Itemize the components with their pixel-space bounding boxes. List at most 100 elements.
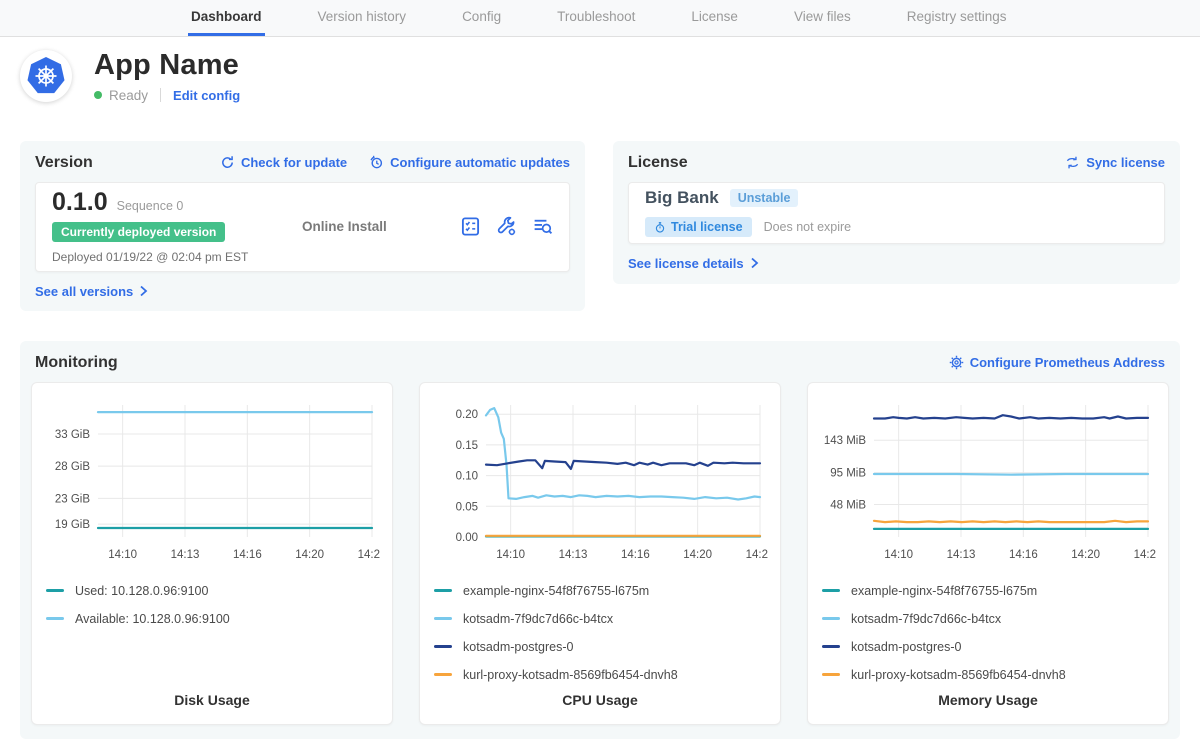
license-panel: License Sync license Big Bank Unstable bbox=[613, 141, 1180, 284]
legend-swatch bbox=[822, 589, 840, 592]
svg-text:14:23: 14:23 bbox=[358, 549, 380, 561]
svg-text:48 MiB: 48 MiB bbox=[830, 499, 866, 511]
svg-text:14:13: 14:13 bbox=[171, 549, 200, 561]
memory-usage-chart: 14:10 14:13 14:16 14:20 14:23 48 MiB 95 MiB 143… bbox=[822, 395, 1156, 567]
tab-version-history[interactable]: Version history bbox=[315, 0, 410, 36]
legend-item: kotsadm-7f9dc7d66c-b4tcx bbox=[822, 605, 1154, 633]
monitoring-panel: Monitoring Configure Prometheus Address … bbox=[20, 341, 1180, 739]
legend-label: kurl-proxy-kotsadm-8569fb6454-dnvh8 bbox=[463, 668, 678, 682]
app-logo bbox=[20, 50, 72, 102]
legend-swatch bbox=[434, 673, 452, 676]
svg-text:95 MiB: 95 MiB bbox=[830, 468, 866, 480]
legend-swatch bbox=[822, 617, 840, 620]
chevron-right-icon bbox=[139, 285, 148, 297]
svg-text:14:16: 14:16 bbox=[621, 549, 650, 561]
preflight-checks-icon[interactable] bbox=[460, 216, 481, 237]
svg-text:14:20: 14:20 bbox=[295, 549, 324, 561]
license-panel-title: License bbox=[628, 154, 688, 172]
sync-license-button[interactable]: Sync license bbox=[1065, 155, 1165, 170]
svg-text:14:23: 14:23 bbox=[1134, 549, 1156, 561]
svg-text:14:20: 14:20 bbox=[1071, 549, 1100, 561]
legend-swatch bbox=[822, 673, 840, 676]
disk-usage-chart-title: Disk Usage bbox=[46, 692, 378, 708]
svg-text:14:13: 14:13 bbox=[947, 549, 976, 561]
legend-item: example-nginx-54f8f76755-l675m bbox=[434, 577, 766, 605]
svg-text:14:23: 14:23 bbox=[746, 549, 768, 561]
disk-usage-chart: 14:10 14:13 14:16 14:20 14:23 19 GiB 23 GiB 28 … bbox=[46, 395, 380, 567]
legend-label: kotsadm-postgres-0 bbox=[851, 640, 961, 654]
legend-label: kotsadm-7f9dc7d66c-b4tcx bbox=[463, 612, 613, 626]
legend-label: Used: 10.128.0.96:9100 bbox=[75, 584, 208, 598]
legend-item: kotsadm-postgres-0 bbox=[822, 633, 1154, 661]
cpu-usage-chart: 14:1014:1314:1614:2014:230.000.050.100.1… bbox=[434, 395, 768, 567]
see-license-details-link[interactable]: See license details bbox=[628, 256, 759, 271]
install-type-label: Online Install bbox=[290, 219, 460, 234]
tab-config[interactable]: Config bbox=[459, 0, 504, 36]
trial-license-badge: Trial license bbox=[645, 217, 752, 237]
svg-text:33 GiB: 33 GiB bbox=[55, 429, 90, 441]
refresh-icon bbox=[220, 155, 235, 170]
svg-text:14:16: 14:16 bbox=[1009, 549, 1038, 561]
svg-text:14:16: 14:16 bbox=[233, 549, 262, 561]
memory-usage-chart-title: Memory Usage bbox=[822, 692, 1154, 708]
svg-text:0.05: 0.05 bbox=[456, 501, 478, 513]
chevron-right-icon bbox=[750, 257, 759, 269]
license-card: Big Bank Unstable Trial license Does not… bbox=[628, 182, 1165, 244]
sync-arrows-icon bbox=[1065, 155, 1080, 170]
current-version-card: 0.1.0 Sequence 0 Currently deployed vers… bbox=[35, 182, 570, 272]
legend-swatch bbox=[434, 617, 452, 620]
customer-name: Big Bank bbox=[645, 188, 719, 208]
legend-item: example-nginx-54f8f76755-l675m bbox=[822, 577, 1154, 605]
status-badge: Ready bbox=[109, 88, 148, 103]
legend-label: kotsadm-7f9dc7d66c-b4tcx bbox=[851, 612, 1001, 626]
legend-item: kotsadm-postgres-0 bbox=[434, 633, 766, 661]
svg-text:0.00: 0.00 bbox=[456, 532, 478, 544]
legend-swatch bbox=[434, 645, 452, 648]
configure-automatic-updates-button[interactable]: Configure automatic updates bbox=[369, 155, 570, 170]
check-for-update-button[interactable]: Check for update bbox=[220, 155, 347, 170]
kubernetes-icon bbox=[26, 56, 66, 96]
svg-text:14:10: 14:10 bbox=[108, 549, 137, 561]
legend-swatch bbox=[46, 617, 64, 620]
tab-dashboard[interactable]: Dashboard bbox=[188, 0, 265, 36]
svg-text:23 GiB: 23 GiB bbox=[55, 493, 90, 505]
channel-badge: Unstable bbox=[730, 189, 799, 207]
version-panel: Version Check for update bbox=[20, 141, 585, 311]
svg-text:14:20: 14:20 bbox=[683, 549, 712, 561]
divider bbox=[160, 88, 161, 102]
configure-prometheus-button[interactable]: Configure Prometheus Address bbox=[949, 355, 1165, 370]
svg-text:0.10: 0.10 bbox=[456, 470, 478, 482]
clock-update-icon bbox=[369, 155, 384, 170]
monitoring-title: Monitoring bbox=[35, 354, 118, 372]
view-logs-icon[interactable] bbox=[532, 216, 553, 237]
license-expiry: Does not expire bbox=[764, 220, 852, 234]
svg-text:28 GiB: 28 GiB bbox=[55, 461, 90, 473]
see-all-versions-link[interactable]: See all versions bbox=[35, 284, 148, 299]
svg-text:19 GiB: 19 GiB bbox=[55, 519, 90, 531]
memory-usage-legend: example-nginx-54f8f76755-l675m kotsadm-7f… bbox=[822, 577, 1154, 689]
edit-config-link[interactable]: Edit config bbox=[173, 88, 240, 103]
app-header: App Name Ready Edit config bbox=[20, 50, 1180, 103]
tab-license[interactable]: License bbox=[688, 0, 741, 36]
legend-item: kurl-proxy-kotsadm-8569fb6454-dnvh8 bbox=[822, 661, 1154, 689]
svg-text:0.20: 0.20 bbox=[456, 409, 478, 421]
config-wrench-icon[interactable] bbox=[496, 216, 517, 237]
deployed-timestamp: Deployed 01/19/22 @ 02:04 pm EST bbox=[52, 250, 290, 264]
deployed-badge: Currently deployed version bbox=[52, 222, 225, 242]
svg-text:143 MiB: 143 MiB bbox=[824, 435, 867, 447]
stopwatch-icon bbox=[654, 221, 666, 234]
tab-troubleshoot[interactable]: Troubleshoot bbox=[554, 0, 638, 36]
tab-registry-settings[interactable]: Registry settings bbox=[904, 0, 1010, 36]
legend-item: kurl-proxy-kotsadm-8569fb6454-dnvh8 bbox=[434, 661, 766, 689]
cpu-usage-chart-card: 14:1014:1314:1614:2014:230.000.050.100.1… bbox=[419, 382, 781, 725]
disk-usage-legend: Used: 10.128.0.96:9100Available: 10.128.… bbox=[46, 577, 378, 633]
top-nav: Dashboard Version history Config Trouble… bbox=[0, 0, 1200, 37]
legend-label: example-nginx-54f8f76755-l675m bbox=[463, 584, 649, 598]
svg-text:14:10: 14:10 bbox=[884, 549, 913, 561]
svg-text:14:13: 14:13 bbox=[559, 549, 588, 561]
legend-swatch bbox=[434, 589, 452, 592]
legend-label: kotsadm-postgres-0 bbox=[463, 640, 573, 654]
page-title: App Name bbox=[94, 50, 240, 82]
legend-label: kurl-proxy-kotsadm-8569fb6454-dnvh8 bbox=[851, 668, 1066, 682]
tab-view-files[interactable]: View files bbox=[791, 0, 854, 36]
